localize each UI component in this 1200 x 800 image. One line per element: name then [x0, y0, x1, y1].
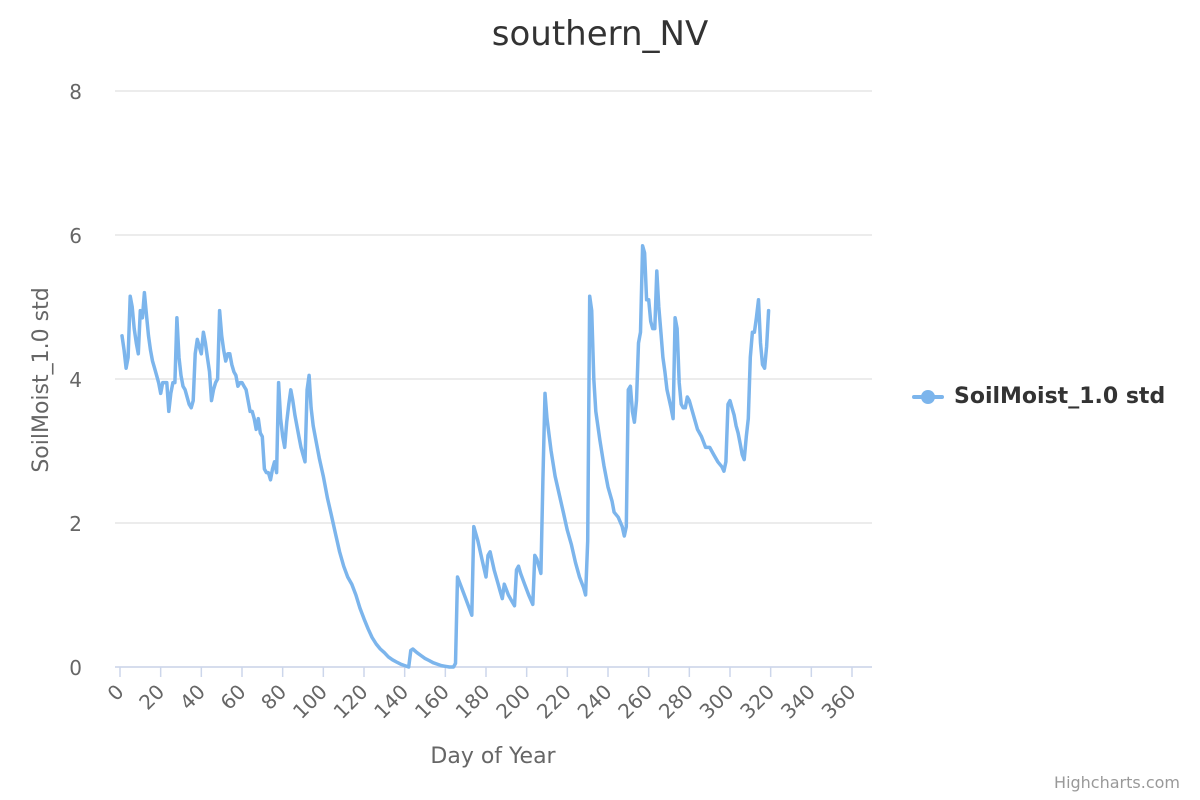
x-axis-title: Day of Year — [430, 744, 556, 769]
legend-item[interactable]: SoilMoist_1.0 std — [912, 384, 1165, 409]
x-tick-label: 20 — [134, 680, 169, 715]
x-tick-label: 360 — [817, 680, 861, 724]
x-tick-label: 260 — [613, 680, 657, 724]
x-tick-label: 340 — [776, 680, 820, 724]
y-tick-label: 2 — [69, 512, 82, 536]
y-tick-label: 8 — [69, 80, 82, 104]
legend-label: SoilMoist_1.0 std — [954, 384, 1166, 409]
x-tick-label: 280 — [654, 680, 698, 724]
x-tick-label: 200 — [491, 680, 535, 724]
y-axis-title: SoilMoist_1.0 std — [29, 287, 54, 472]
x-tick-label: 180 — [451, 680, 495, 724]
x-tick-label: 0 — [103, 680, 129, 706]
x-tick-label: 80 — [256, 680, 291, 715]
y-tick-label: 0 — [69, 656, 82, 680]
x-tick-label: 240 — [573, 680, 617, 724]
y-tick-label: 4 — [69, 368, 82, 392]
axes — [115, 666, 872, 677]
y-tick-label: 6 — [69, 224, 82, 248]
series-line-0[interactable] — [120, 244, 771, 669]
x-tick-label: 40 — [175, 680, 210, 715]
chart-title: southern_NV — [491, 14, 709, 54]
x-tick-label: 120 — [329, 680, 373, 724]
x-tick-label: 100 — [288, 680, 332, 724]
x-tick-label: 160 — [410, 680, 454, 724]
series-layer — [120, 244, 771, 669]
credits-link[interactable]: Highcharts.com — [1054, 773, 1180, 792]
legend-symbol — [912, 389, 944, 404]
x-tick-label: 140 — [369, 680, 413, 724]
x-tick-label: 320 — [735, 680, 779, 724]
x-tick-label: 60 — [216, 680, 251, 715]
x-tick-label: 300 — [695, 680, 739, 724]
grid-lines — [115, 90, 872, 668]
x-tick-label: 220 — [532, 680, 576, 724]
